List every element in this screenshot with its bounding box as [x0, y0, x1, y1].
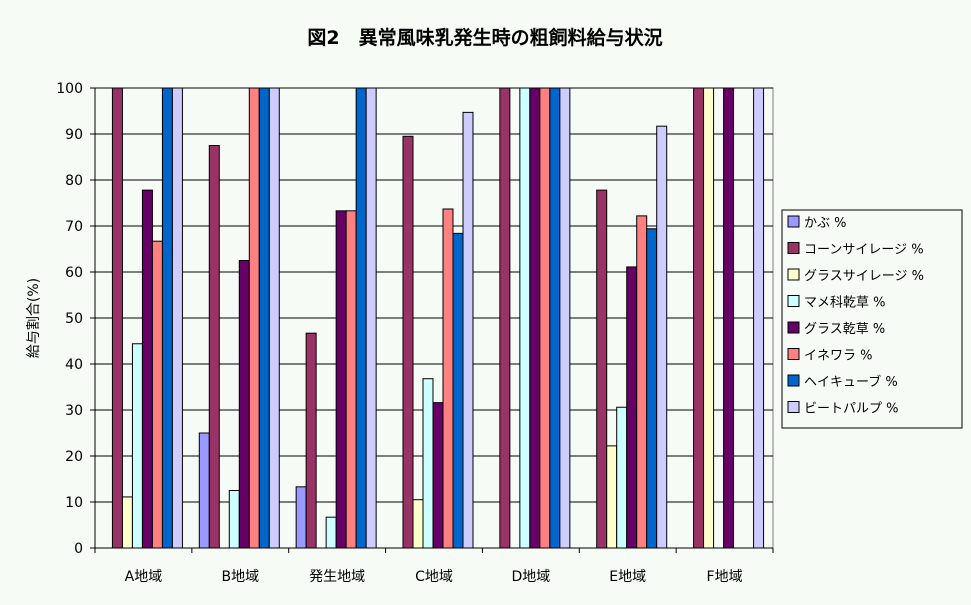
bar	[111, 87, 123, 549]
legend-swatch	[787, 348, 800, 360]
bar	[519, 87, 531, 549]
y-tick-label: 20	[65, 449, 83, 465]
legend-swatch	[787, 321, 800, 334]
bar	[171, 87, 183, 549]
y-tick-label: 100	[56, 81, 83, 97]
y-tick-label: 90	[65, 127, 83, 143]
bar	[161, 87, 173, 549]
y-tick-label: 70	[65, 219, 83, 235]
bar	[452, 232, 464, 549]
bar	[121, 496, 133, 549]
bar	[753, 87, 765, 549]
legend-label: イネワラ %	[804, 349, 873, 364]
bar	[412, 499, 424, 549]
x-tick-label: 発生地域	[309, 569, 365, 585]
bar	[305, 332, 317, 549]
x-tick-label: E地域	[609, 569, 646, 585]
bar	[656, 125, 668, 549]
bar	[295, 486, 307, 549]
x-tick-label: C地域	[415, 569, 453, 585]
y-tick-label: 10	[65, 495, 83, 511]
legend-label: ヘイキューブ %	[804, 374, 898, 390]
bar	[499, 87, 511, 549]
bar	[325, 516, 337, 549]
y-tick-label: 50	[65, 311, 83, 327]
bar	[198, 432, 210, 549]
bar	[345, 210, 357, 549]
legend-swatch	[787, 215, 800, 228]
bar	[365, 87, 377, 549]
bar	[626, 266, 638, 549]
legend-swatch	[787, 401, 800, 413]
legend-label: マメ科乾草 %	[804, 296, 886, 311]
bar	[539, 87, 551, 549]
y-axis-label: 給与割合(%)	[25, 278, 42, 358]
bar	[422, 378, 434, 549]
x-tick-label: B地域	[221, 569, 259, 585]
bar	[248, 87, 260, 549]
bar	[141, 189, 153, 549]
y-tick-label: 0	[74, 541, 83, 557]
bar	[549, 87, 561, 549]
legend-swatch	[787, 268, 800, 281]
bar	[723, 87, 735, 549]
bar	[703, 87, 715, 549]
bar	[442, 208, 454, 549]
bar	[258, 87, 270, 549]
bar	[238, 260, 250, 549]
bar	[355, 87, 367, 549]
legend-label: グラスサイレージ %	[804, 269, 924, 284]
y-tick-label: 40	[65, 357, 83, 373]
bar	[529, 87, 541, 549]
bar	[616, 406, 628, 549]
legend-swatch	[787, 242, 800, 254]
chart-title: 図2 異常風味乳発生時の粗飼料給与状況	[307, 26, 662, 49]
y-tick-label: 30	[65, 403, 83, 419]
bar	[335, 210, 347, 549]
x-tick-label: D地域	[511, 569, 550, 585]
bar	[636, 215, 648, 549]
bar	[402, 135, 414, 549]
x-tick-label: A地域	[125, 569, 163, 585]
legend-box	[781, 209, 963, 429]
y-tick-label: 60	[65, 265, 83, 281]
bar	[131, 343, 143, 549]
legend-swatch	[787, 374, 800, 387]
bar	[268, 87, 280, 549]
legend-label: かぶ %	[804, 216, 847, 231]
bar	[151, 240, 163, 549]
legend-label: ビートパルプ %	[804, 402, 899, 417]
x-tick-label: F地域	[707, 569, 743, 585]
y-tick-label: 80	[65, 173, 83, 189]
bar	[693, 87, 705, 549]
bar	[432, 402, 444, 549]
bar	[462, 111, 474, 549]
legend-label: コーンサイレージ %	[804, 243, 924, 258]
bar	[596, 189, 608, 549]
bar	[606, 445, 618, 549]
bar	[228, 490, 240, 549]
legend-label: グラス乾草 %	[804, 322, 885, 337]
bar	[559, 87, 571, 549]
bar	[208, 145, 220, 549]
legend-swatch	[787, 295, 800, 307]
bar	[646, 228, 658, 549]
